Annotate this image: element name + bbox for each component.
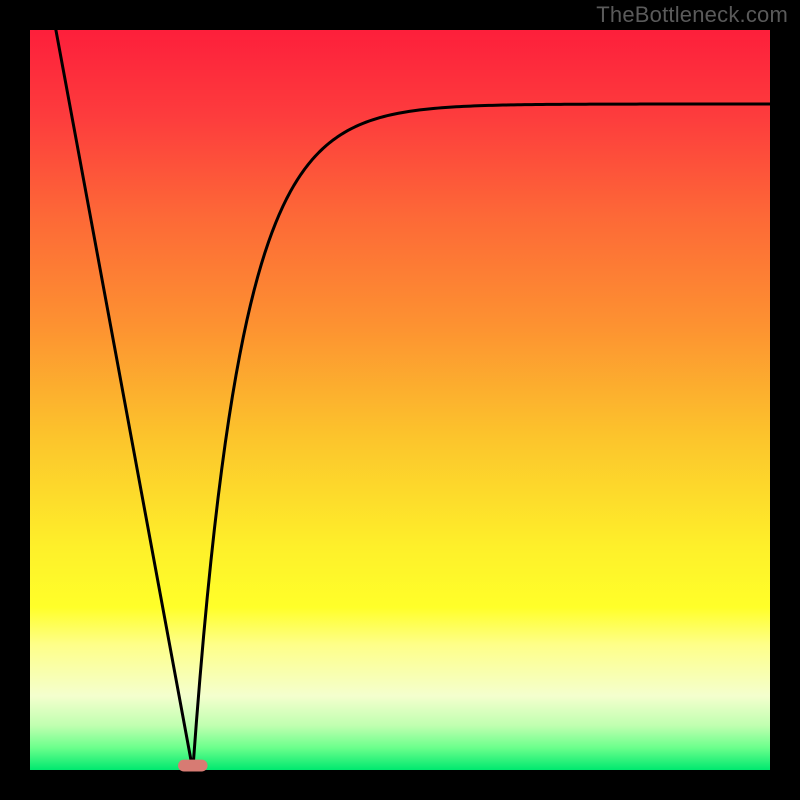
- chart-svg: [0, 0, 800, 800]
- plot-background: [30, 30, 770, 770]
- chart-container: TheBottleneck.com: [0, 0, 800, 800]
- optimal-marker: [178, 760, 208, 772]
- watermark-text: TheBottleneck.com: [596, 2, 788, 28]
